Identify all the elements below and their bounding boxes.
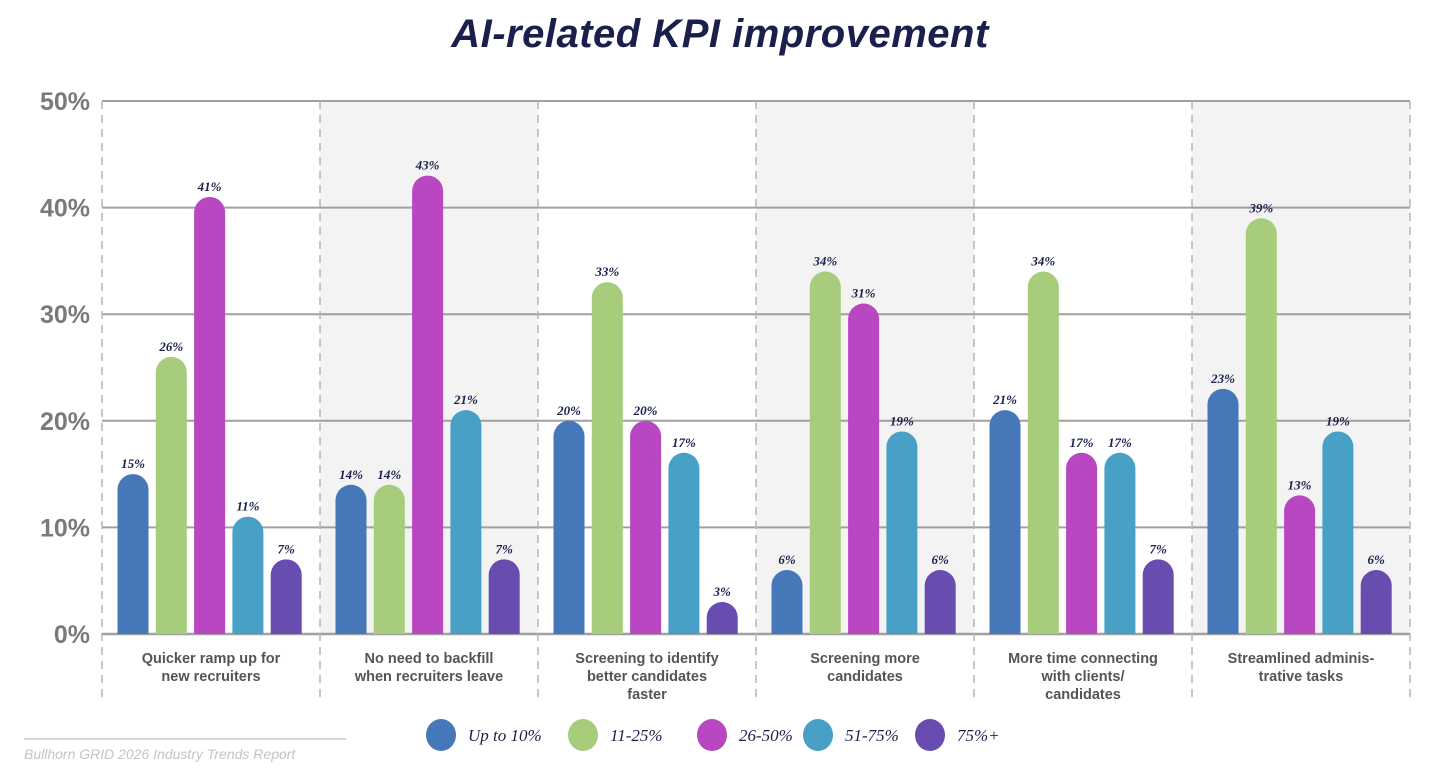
data-label: 34% (812, 254, 837, 269)
category-label: candidates (827, 669, 903, 685)
data-label: 19% (1326, 413, 1350, 428)
bar (412, 175, 444, 634)
bar (668, 452, 700, 634)
data-label: 39% (1248, 200, 1273, 215)
data-label: 7% (278, 541, 296, 556)
data-label: 13% (1288, 477, 1312, 492)
legend-swatch (915, 719, 945, 751)
legend-label: 11-25% (610, 726, 663, 745)
bar (553, 420, 585, 634)
category-label: trative tasks (1259, 669, 1344, 685)
data-label: 23% (1210, 371, 1235, 386)
bar (706, 602, 738, 634)
source-note: Bullhorn GRID 2026 Industry Trends Repor… (24, 746, 296, 762)
y-tick-label: 50% (40, 88, 90, 116)
bar (848, 303, 880, 634)
legend-swatch (568, 719, 598, 751)
bar (488, 559, 520, 634)
data-label: 43% (415, 158, 440, 173)
category-label: with clients/ (1041, 669, 1125, 685)
bar (591, 282, 623, 634)
data-label: 7% (1150, 541, 1168, 556)
data-label: 6% (778, 552, 796, 567)
category-label: faster (627, 687, 667, 703)
data-label: 17% (1070, 435, 1094, 450)
category-label: when recruiters leave (354, 669, 503, 685)
bar (1322, 431, 1354, 634)
bar (155, 356, 187, 634)
y-tick-label: 0% (54, 621, 90, 649)
bar (450, 410, 482, 634)
bar (1142, 559, 1174, 634)
legend-swatch (803, 719, 833, 751)
category-label: candidates (1045, 687, 1121, 703)
data-label: 26% (158, 339, 183, 354)
y-tick-label: 20% (40, 408, 90, 436)
bar (373, 484, 405, 634)
data-label: 17% (672, 435, 696, 450)
data-label: 20% (633, 403, 658, 418)
data-label: 31% (851, 286, 876, 301)
bar (1104, 452, 1136, 634)
legend-swatch (426, 719, 456, 751)
bar (771, 570, 803, 634)
bar (809, 271, 841, 634)
bar (117, 474, 149, 634)
category-label: No need to backfill (365, 651, 494, 667)
data-label: 21% (453, 392, 478, 407)
data-label: 41% (197, 179, 222, 194)
bar (194, 196, 226, 634)
category-label: better candidates (587, 669, 707, 685)
legend-label: 26-50% (739, 726, 793, 745)
legend-label: 75%+ (957, 726, 1000, 745)
chart-title: AI-related KPI improvement (451, 12, 989, 56)
data-label: 15% (121, 456, 145, 471)
source-divider (24, 738, 346, 740)
data-label: 3% (713, 584, 732, 599)
bar (924, 570, 956, 634)
y-tick-label: 30% (40, 301, 90, 329)
category-label: Streamlined adminis- (1228, 651, 1375, 667)
category-label: Screening more (810, 651, 920, 667)
category-label: Quicker ramp up for (142, 651, 281, 667)
data-label: 11% (236, 499, 259, 514)
data-label: 17% (1108, 435, 1132, 450)
bar (1284, 495, 1316, 634)
bar (1207, 388, 1239, 634)
bar (232, 516, 264, 634)
data-label: 19% (890, 413, 914, 428)
data-label: 14% (339, 467, 363, 482)
bar (1360, 570, 1392, 634)
bar (630, 420, 662, 634)
legend-label: 51-75% (845, 726, 899, 745)
data-label: 34% (1030, 254, 1055, 269)
data-label: 6% (932, 552, 950, 567)
data-label: 14% (377, 467, 401, 482)
bar (270, 559, 302, 634)
bar (989, 410, 1021, 634)
legend-label: Up to 10% (468, 726, 542, 745)
bar (886, 431, 918, 634)
data-label: 6% (1368, 552, 1386, 567)
bar (335, 484, 367, 634)
y-tick-label: 40% (40, 195, 90, 223)
data-label: 7% (496, 541, 514, 556)
data-label: 20% (556, 403, 581, 418)
legend-swatch (697, 719, 727, 751)
bar (1066, 452, 1098, 634)
data-label: 21% (992, 392, 1017, 407)
category-label: Screening to identify (575, 651, 718, 667)
category-label: new recruiters (161, 669, 260, 685)
category-label: More time connecting (1008, 651, 1158, 667)
data-label: 33% (594, 264, 619, 279)
bar (1027, 271, 1059, 634)
bar (1245, 218, 1277, 634)
y-tick-label: 10% (40, 514, 90, 542)
